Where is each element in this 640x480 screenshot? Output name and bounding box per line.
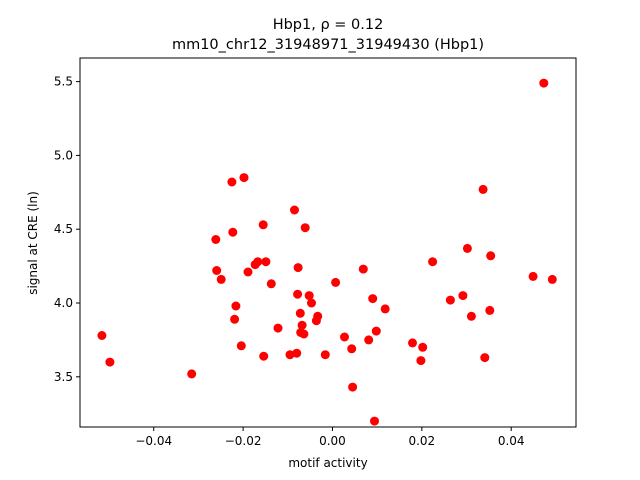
x-axis: −0.04 −0.02 0.00 0.02 0.04 [135, 427, 525, 448]
data-point [293, 263, 303, 273]
data-point [261, 257, 271, 267]
data-point [258, 220, 268, 230]
y-tick-label: 5.0 [54, 148, 73, 162]
data-point [368, 294, 378, 304]
data-point [418, 342, 428, 352]
data-point [97, 331, 107, 340]
data-point [478, 184, 488, 194]
data-point [231, 301, 241, 311]
data-point [187, 369, 197, 379]
x-tick-label: 0.04 [498, 434, 525, 448]
y-tick-label: 4.5 [54, 222, 73, 236]
data-point [105, 357, 115, 367]
data-point [320, 350, 330, 360]
data-point [292, 348, 302, 358]
x-tick-label: 0.00 [319, 434, 346, 448]
data-point [285, 350, 295, 360]
data-point [227, 177, 237, 187]
data-point [528, 271, 538, 281]
data-point [290, 205, 299, 215]
data-point [539, 78, 549, 88]
data-point [266, 279, 276, 289]
data-point [239, 173, 249, 183]
data-point [347, 344, 357, 354]
chart-title-line1: Hbp1, ρ = 0.12 [273, 17, 384, 33]
data-point [230, 314, 240, 324]
data-point [462, 243, 472, 253]
data-point [547, 274, 557, 284]
data-point [304, 291, 314, 301]
y-tick-label: 3.5 [54, 370, 73, 384]
plot-frame [79, 57, 577, 428]
chart-title-line2: mm10_chr12_31948971_31949430 (Hbp1) [172, 37, 484, 53]
data-point [370, 416, 379, 426]
data-point [408, 338, 417, 348]
data-point [458, 291, 468, 301]
data-point [236, 341, 246, 351]
data-point [480, 353, 490, 363]
data-point [313, 311, 323, 321]
x-axis-label: motif activity [288, 456, 367, 470]
data-point [297, 320, 307, 330]
data-point [486, 251, 496, 261]
data-point [216, 274, 226, 284]
y-tick-label: 4.0 [54, 296, 73, 310]
y-axis-label: signal at CRE (ln) [26, 191, 40, 295]
data-point [212, 266, 222, 275]
data-point [364, 335, 374, 345]
data-point [253, 257, 263, 267]
data-point [293, 289, 303, 299]
data-point [331, 277, 341, 287]
data-point [358, 264, 368, 274]
data-point [445, 295, 455, 305]
x-tick-label: −0.02 [225, 434, 262, 448]
data-point [307, 298, 316, 308]
data-point [299, 329, 309, 339]
data-point [466, 311, 476, 321]
data-point [295, 308, 305, 318]
data-point [211, 235, 221, 244]
data-point [380, 304, 390, 314]
data-point [428, 257, 438, 267]
data-point [348, 382, 358, 392]
points-layer [97, 78, 557, 426]
data-point [416, 356, 426, 366]
data-point [273, 323, 283, 333]
y-axis: 3.5 4.0 4.5 5.0 5.5 [54, 75, 80, 384]
data-point [300, 223, 310, 233]
data-point [243, 267, 253, 277]
data-point [228, 227, 238, 237]
data-point [485, 305, 495, 315]
x-tick-label: 0.02 [408, 434, 435, 448]
data-point [340, 332, 349, 342]
y-tick-label: 5.5 [54, 75, 73, 89]
data-point [259, 351, 269, 361]
x-tick-label: −0.04 [135, 434, 172, 448]
data-point [371, 326, 381, 336]
